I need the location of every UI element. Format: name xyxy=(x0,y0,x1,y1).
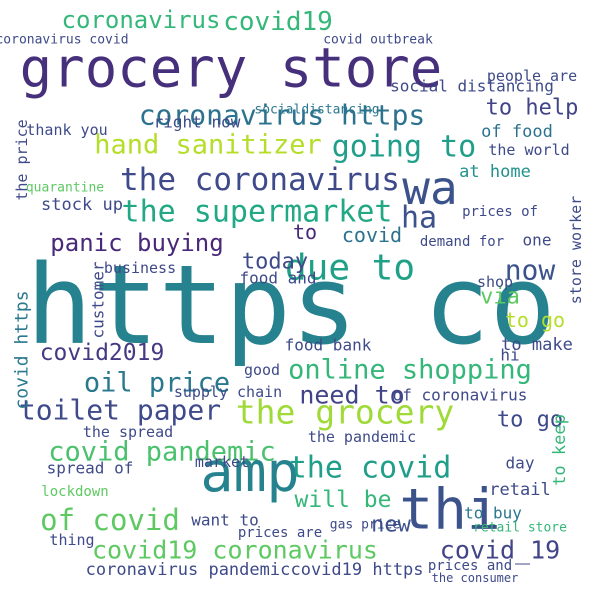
word: quarantine xyxy=(26,181,104,196)
word: the grocery xyxy=(236,393,455,432)
word: customer xyxy=(89,261,108,338)
word: amp xyxy=(200,440,299,504)
word: online shopping xyxy=(288,355,532,386)
word: retail xyxy=(489,480,550,500)
word: right now xyxy=(154,113,241,132)
word: covid pandemic xyxy=(48,437,276,468)
word: the supermarket xyxy=(122,195,393,230)
word: supply chain xyxy=(174,383,282,401)
word: coronavirus pandemic xyxy=(86,560,291,580)
word: spread of xyxy=(47,459,134,478)
word: the pandemic xyxy=(308,428,416,446)
word: the consumer xyxy=(432,571,519,585)
word: business xyxy=(104,259,176,277)
word: to go xyxy=(497,408,563,433)
word: the covid xyxy=(289,451,452,486)
word: thing xyxy=(49,531,94,549)
word: grocery store xyxy=(20,37,443,100)
word: one xyxy=(523,231,552,250)
word: coronavirus https xyxy=(139,99,426,132)
word: socialdistancing xyxy=(254,103,379,118)
word: demand for xyxy=(420,234,504,250)
word: covid2019 xyxy=(40,340,165,366)
word: at home xyxy=(459,162,531,182)
word: ha xyxy=(401,201,437,236)
word: store worker xyxy=(567,196,585,304)
word: via xyxy=(480,285,520,310)
word: of covid xyxy=(40,503,180,537)
word: covid19 https xyxy=(290,560,423,580)
word: of coronavirus xyxy=(393,386,528,405)
word: covid outbreak xyxy=(323,33,433,48)
word: coronavirus covid xyxy=(0,33,129,48)
word: the price xyxy=(13,119,31,200)
word: panic buying xyxy=(50,229,223,257)
word: people are xyxy=(487,67,577,85)
word: will be xyxy=(295,487,392,513)
word: gas price xyxy=(330,518,401,533)
word: toilet paper xyxy=(19,394,221,427)
word: want to xyxy=(191,511,258,530)
word: coronavirus xyxy=(62,6,221,34)
word: covid19 coronavirus xyxy=(92,536,378,565)
word: to buy xyxy=(464,504,522,523)
word: covid xyxy=(342,223,402,247)
word: food bank xyxy=(285,336,372,355)
word: covid19 xyxy=(223,7,333,37)
word: hi xyxy=(500,346,519,365)
word: to keep xyxy=(550,414,570,486)
word: now xyxy=(505,254,556,287)
word: due to xyxy=(285,248,415,289)
word: to help xyxy=(486,96,579,121)
word: https co xyxy=(26,241,556,369)
word: lockdown xyxy=(41,484,108,500)
word: covid_19 xyxy=(440,536,560,565)
word: oil price xyxy=(84,368,230,399)
word: hand sanitizer xyxy=(94,130,322,161)
word: new xyxy=(371,513,411,538)
word: retail store xyxy=(473,521,567,536)
word: prices of xyxy=(462,204,538,220)
word: covid https xyxy=(12,290,33,409)
word: day xyxy=(506,454,535,473)
word: of food xyxy=(481,122,553,142)
word: the spread xyxy=(83,423,173,441)
word: thank you xyxy=(26,121,107,139)
word: wa xyxy=(402,161,457,215)
word: food and xyxy=(239,269,316,288)
word: shop xyxy=(477,273,513,291)
word: good xyxy=(244,361,280,379)
word: market xyxy=(195,453,249,471)
word: thi xyxy=(399,478,500,543)
word: stock up xyxy=(41,195,123,215)
word: to xyxy=(293,220,317,244)
word: to go xyxy=(505,308,565,332)
word: prices and xyxy=(428,558,512,574)
word: the world xyxy=(488,141,569,159)
word: to make xyxy=(501,335,573,355)
word: prices are xyxy=(238,525,322,541)
word: today xyxy=(242,250,308,275)
word: social distancing xyxy=(390,77,554,96)
word: going to xyxy=(332,130,477,165)
word: need to xyxy=(299,381,404,410)
word: the coronavirus xyxy=(120,162,400,198)
